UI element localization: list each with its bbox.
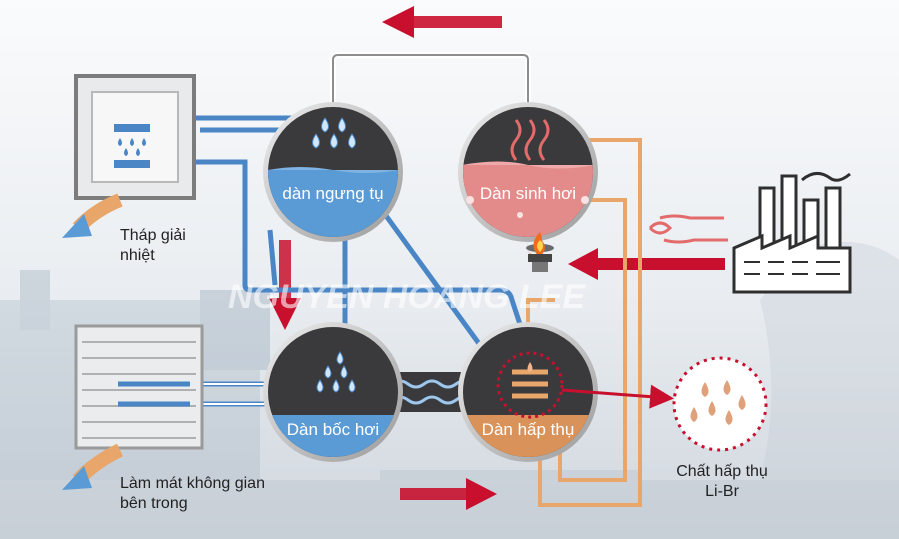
condenser-vessel xyxy=(263,102,403,242)
condenser-label: dàn ngưng tụ xyxy=(282,184,384,203)
absorbent-droplets-icon xyxy=(690,380,746,425)
heat-waves-icon xyxy=(648,214,728,244)
vapor-waves xyxy=(391,379,473,405)
flame-icon xyxy=(526,232,554,272)
flow-arrow-bottom xyxy=(400,478,497,510)
indoor-unit-exit-arrow xyxy=(62,443,124,490)
droplets-icon xyxy=(312,117,356,149)
evaporator-droplets-icon xyxy=(316,351,356,393)
evaporator-label: Dàn bốc hơi xyxy=(286,420,380,439)
absorber-highlight xyxy=(496,351,564,419)
watermark: NGUYEN HOANG LEE xyxy=(228,278,586,316)
flow-arrow-down xyxy=(269,240,301,330)
generator-vessel xyxy=(458,102,598,242)
flow-arrow-top xyxy=(382,6,502,38)
cooling-tower-label: Tháp giải nhiệt xyxy=(120,227,186,264)
solution-pipes xyxy=(526,138,642,507)
indoor-unit-icon xyxy=(74,324,204,450)
absorber-label: Dàn hấp thụ xyxy=(481,420,575,439)
absorbent-arrow xyxy=(561,384,674,409)
heat-waves-icon xyxy=(510,119,550,161)
absorbent-circle xyxy=(672,356,768,452)
factory-icon xyxy=(732,172,852,294)
generator-label: Dàn sinh hơi xyxy=(479,184,577,203)
cooling-tower-exit-arrow xyxy=(62,193,123,238)
space-cooling-label: Làm mát không gian bên trong xyxy=(120,475,265,512)
absorbent-label: Chất hấp thụ Li-Br xyxy=(676,463,768,500)
evaporator-vessel xyxy=(263,322,403,462)
cooling-tower-icon xyxy=(74,74,196,200)
heat-input-arrow xyxy=(568,248,725,280)
